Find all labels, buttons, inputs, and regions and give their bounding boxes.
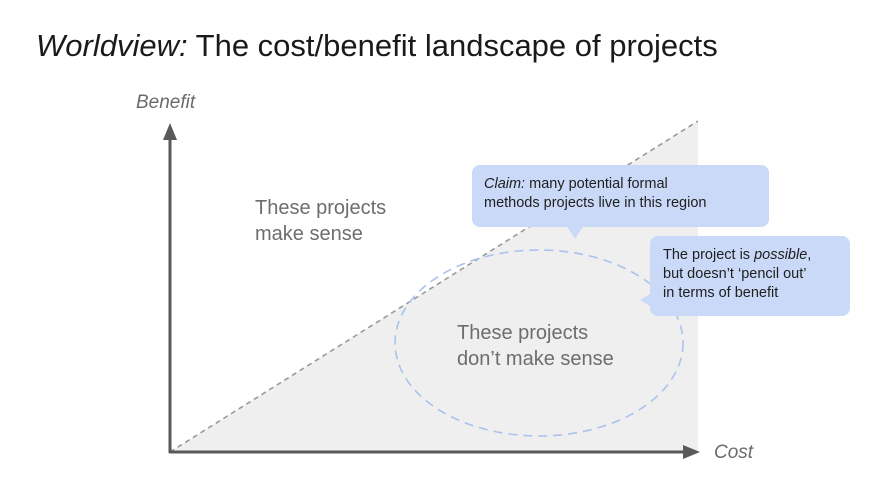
claim-callout-italic: Claim: (484, 176, 526, 192)
claim-callout-line-1-rest: many potential formal (525, 176, 668, 192)
x-axis-label: Cost (714, 442, 754, 463)
not-make-sense-line-1: These projects (457, 322, 589, 344)
title-italic: Worldview: (36, 28, 188, 63)
x-axis-arrowhead (683, 445, 700, 459)
possible-callout-line-1: The project is possible, (663, 246, 850, 265)
dashed-ellipse (394, 249, 684, 437)
title-rest: The cost/benefit landscape of projects (187, 28, 718, 63)
diagonal-dashed-line (169, 120, 699, 453)
possible-callout-line-3: in terms of benefit (663, 285, 779, 301)
claim-callout-line-2: methods projects live in this region (484, 195, 707, 211)
possible-callout: The project is possible, but doesn’t ‘pe… (650, 236, 850, 316)
not-make-sense-label: These projects don’t make sense (457, 320, 614, 372)
slide-title: Worldview: The cost/benefit landscape of… (36, 28, 718, 64)
not-make-sense-line-2: don’t make sense (457, 348, 614, 370)
possible-callout-line-2: but doesn’t ‘pencil out’ (663, 266, 807, 282)
y-axis-label: Benefit (136, 92, 196, 113)
claim-callout: Claim: many potential formal methods pro… (472, 165, 769, 227)
possible-callout-pointer (640, 292, 653, 308)
makes-sense-line-2: make sense (255, 223, 363, 245)
claim-callout-line-1: Claim: many potential formal (484, 175, 769, 194)
makes-sense-line-1: These projects (255, 197, 387, 219)
claim-callout-pointer (566, 225, 584, 239)
y-axis-arrowhead (163, 123, 177, 140)
possible-callout-italic: possible (754, 247, 808, 263)
possible-callout-suffix: , (807, 247, 812, 263)
makes-sense-label: These projects make sense (255, 195, 386, 247)
possible-callout-prefix: The project is (663, 247, 755, 263)
